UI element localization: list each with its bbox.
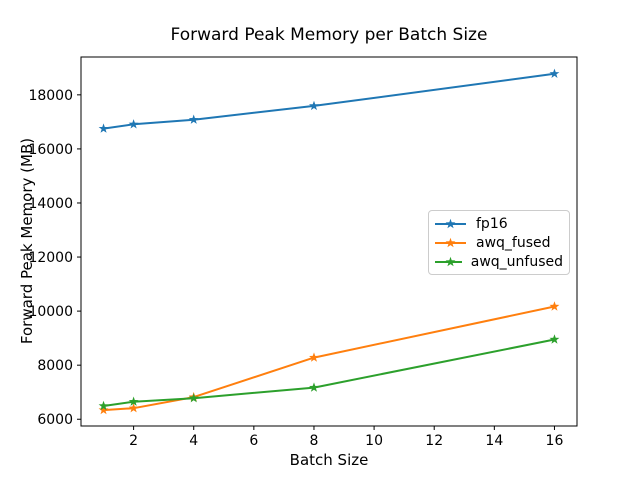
data-point-marker-awq_unfused: [188, 393, 199, 403]
data-point-marker-fp16: [98, 123, 109, 133]
legend: fp16 awq_fused awq_unfused: [428, 210, 570, 275]
y-tick-label: 10000: [28, 304, 73, 320]
y-tick-label: 14000: [28, 196, 73, 212]
data-point-marker-awq_fused: [549, 301, 560, 311]
data-point-marker-awq_unfused: [309, 382, 319, 392]
axes-frame: [80, 56, 578, 427]
legend-sample-line-icon: [435, 256, 462, 266]
data-point-marker-fp16: [188, 114, 199, 124]
legend-sample-line-icon: [435, 218, 466, 228]
data-point-marker-awq_fused: [98, 404, 109, 415]
x-tick-label: 2: [129, 433, 138, 449]
legend-entry-awq-fused: awq_fused: [434, 233, 563, 252]
series-line-awq_fused: [102, 305, 556, 412]
data-point-marker-awq_unfused: [98, 400, 109, 411]
y-tick-label: 16000: [28, 142, 73, 158]
data-point-marker-fp16: [128, 119, 139, 129]
x-tick-label: 4: [189, 433, 198, 449]
y-tick-label: 8000: [37, 358, 73, 374]
data-point-marker-awq_unfused: [549, 334, 560, 344]
data-point-marker-awq_unfused: [128, 396, 139, 406]
legend-sample-star-icon: [445, 218, 456, 228]
legend-label: awq_unfused: [470, 253, 563, 270]
x-axis-label: Batch Size: [289, 451, 369, 469]
data-point-marker-awq_fused: [128, 403, 139, 413]
y-axis-label: Forward Peak Memory (MB): [18, 137, 36, 345]
chart-title: Forward Peak Memory per Batch Size: [170, 25, 488, 45]
series-line-awq_unfused: [102, 338, 556, 407]
y-tick-label: 18000: [28, 88, 73, 104]
x-tick-label: 10: [365, 433, 383, 449]
x-tick-label: 8: [310, 433, 319, 449]
legend-sample-line-icon: [435, 237, 466, 247]
y-tick-label: 12000: [28, 250, 73, 266]
legend-label: awq_fused: [476, 234, 551, 251]
x-tick-label: 14: [485, 433, 503, 449]
legend-entry-fp16: fp16: [434, 214, 563, 233]
y-tick-label: 6000: [37, 412, 73, 428]
data-point-marker-fp16: [549, 68, 560, 78]
data-point-marker-fp16: [309, 100, 319, 111]
legend-sample-star-icon: [445, 237, 456, 247]
series-line-fp16: [102, 72, 556, 130]
x-tick-label: 6: [249, 433, 258, 449]
legend-entry-awq-unfused: awq_unfused: [434, 252, 563, 271]
x-tick-label: 12: [425, 433, 443, 449]
x-tick-label: 16: [546, 433, 564, 449]
legend-label: fp16: [476, 215, 508, 232]
legend-sample-star-icon: [445, 256, 456, 266]
data-point-marker-awq_fused: [309, 352, 319, 362]
